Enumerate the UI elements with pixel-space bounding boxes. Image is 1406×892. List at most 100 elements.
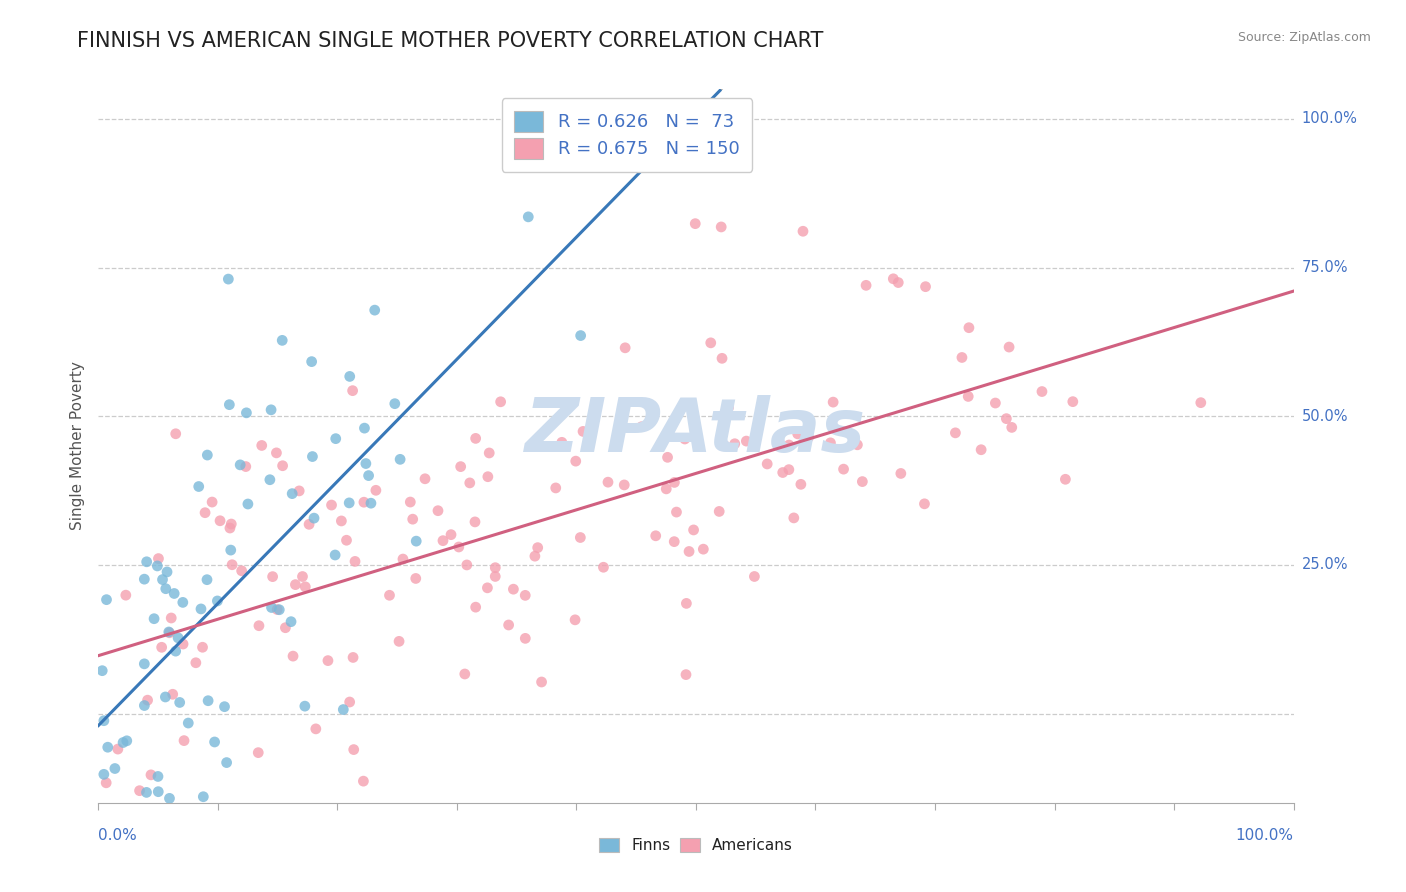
Point xyxy=(169,696,191,710)
Point xyxy=(128,783,150,797)
Point xyxy=(280,615,302,629)
Point xyxy=(343,742,366,756)
Point xyxy=(146,769,169,783)
Point xyxy=(93,714,115,728)
Point xyxy=(914,279,936,293)
Point xyxy=(950,351,973,365)
Text: 50.0%: 50.0% xyxy=(1302,409,1348,424)
Point xyxy=(700,335,723,350)
Point xyxy=(165,426,187,441)
Point xyxy=(271,458,294,473)
Point xyxy=(675,596,697,610)
Point xyxy=(596,475,619,490)
Point xyxy=(260,600,283,615)
Point xyxy=(477,469,499,483)
Text: Source: ZipAtlas.com: Source: ZipAtlas.com xyxy=(1237,31,1371,45)
Point xyxy=(173,733,195,747)
Point xyxy=(250,438,273,452)
Point xyxy=(305,722,328,736)
Point xyxy=(135,785,157,799)
Point xyxy=(302,511,325,525)
Point xyxy=(683,217,706,231)
Point xyxy=(384,397,406,411)
Point xyxy=(162,687,184,701)
Point xyxy=(342,384,364,398)
Point xyxy=(353,421,375,435)
Point xyxy=(756,457,779,471)
Point xyxy=(260,402,283,417)
Point xyxy=(711,351,734,366)
Point xyxy=(523,549,546,564)
Point xyxy=(104,762,127,776)
Point xyxy=(160,611,183,625)
Point xyxy=(464,515,486,529)
Point xyxy=(165,644,187,658)
Point xyxy=(115,733,138,747)
Point xyxy=(219,543,242,558)
Point xyxy=(477,581,499,595)
Point xyxy=(298,517,321,532)
Point xyxy=(321,498,343,512)
Point xyxy=(957,389,980,403)
Point xyxy=(484,560,506,574)
Point xyxy=(354,457,377,471)
Point xyxy=(786,426,808,441)
Point xyxy=(1054,472,1077,486)
Point xyxy=(352,774,374,789)
Point xyxy=(399,495,422,509)
Point xyxy=(337,496,360,510)
Text: FINNISH VS AMERICAN SINGLE MOTHER POVERTY CORRELATION CHART: FINNISH VS AMERICAN SINGLE MOTHER POVERT… xyxy=(77,31,824,51)
Point xyxy=(724,436,747,450)
Point xyxy=(134,572,156,586)
Point xyxy=(846,438,869,452)
Point xyxy=(114,588,136,602)
Point xyxy=(159,625,181,640)
Point xyxy=(150,640,173,655)
Point xyxy=(673,432,696,446)
Point xyxy=(440,527,463,541)
Point xyxy=(1031,384,1053,399)
Point xyxy=(332,702,354,716)
Point xyxy=(323,548,346,562)
Point xyxy=(832,462,855,476)
Point xyxy=(148,785,170,799)
Point xyxy=(339,695,361,709)
Point xyxy=(112,735,135,749)
Point xyxy=(157,624,180,639)
Point xyxy=(163,586,186,600)
Point xyxy=(614,341,637,355)
Point xyxy=(96,776,118,790)
Point xyxy=(235,459,257,474)
Point xyxy=(288,483,311,498)
Point xyxy=(235,406,257,420)
Point xyxy=(139,768,162,782)
Point xyxy=(155,582,177,596)
Point xyxy=(957,320,980,334)
Text: ZIPAtlas: ZIPAtlas xyxy=(526,395,866,468)
Point xyxy=(259,473,281,487)
Point xyxy=(190,602,212,616)
Point xyxy=(984,396,1007,410)
Point xyxy=(710,219,733,234)
Point xyxy=(231,564,253,578)
Point xyxy=(204,735,226,749)
Point xyxy=(330,514,353,528)
Point xyxy=(357,468,380,483)
Point xyxy=(281,486,304,500)
Point xyxy=(266,446,288,460)
Point xyxy=(998,340,1021,354)
Point xyxy=(569,328,592,343)
Point xyxy=(301,450,323,464)
Text: 75.0%: 75.0% xyxy=(1302,260,1348,275)
Point xyxy=(515,588,537,602)
Point xyxy=(464,600,486,615)
Point xyxy=(682,523,704,537)
Point xyxy=(515,632,537,646)
Point xyxy=(432,533,454,548)
Point xyxy=(498,618,520,632)
Point xyxy=(783,511,806,525)
Point xyxy=(790,477,813,491)
Point xyxy=(364,303,387,318)
Point xyxy=(214,699,236,714)
Point xyxy=(344,554,367,568)
